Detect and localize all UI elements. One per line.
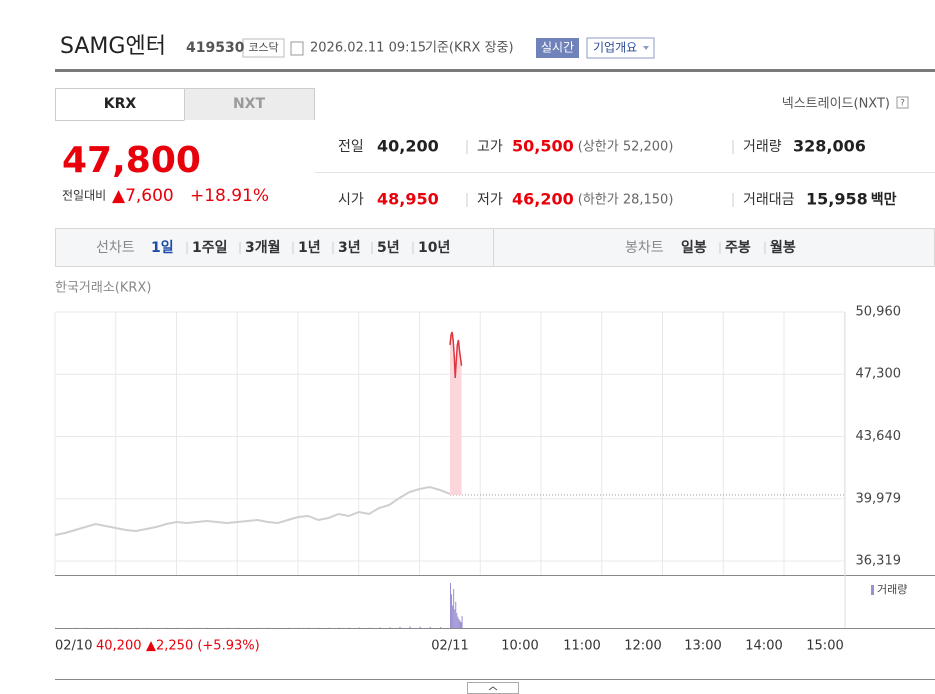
market-badge: 코스닥 — [248, 41, 278, 54]
help-box[interactable] — [896, 96, 909, 109]
x-tick-label: 14:00 — [745, 639, 782, 654]
x-tick-label: 13:00 — [684, 639, 721, 654]
period-item[interactable]: 3년 — [338, 240, 361, 256]
change-label: 전일대비 — [62, 189, 106, 203]
price: 47,800 — [62, 140, 201, 181]
today-line — [449, 331, 463, 379]
volume-bar — [409, 626, 411, 628]
stat-value: 40,200 — [377, 137, 439, 156]
datetime: 2026.02.11 09:15 — [310, 41, 426, 56]
volume-bar — [458, 619, 460, 628]
x-tick-label: 02/10 — [55, 639, 92, 654]
change-pct: +18.91% — [190, 186, 269, 206]
candle-item[interactable]: 일봉 — [681, 240, 707, 256]
basis: 기준(KRX 장중) — [425, 41, 514, 56]
change: ▲7,600 — [112, 186, 174, 206]
help[interactable]: ? — [900, 99, 905, 109]
period-item[interactable]: 10년 — [418, 240, 450, 256]
nxt-link[interactable]: 넥스트레이드(NXT) — [782, 97, 890, 112]
y-tick-label: 43,640 — [856, 429, 902, 444]
stat-label: 저가 — [477, 192, 503, 208]
x-tick-label: 15:00 — [806, 639, 843, 654]
volume-bar — [460, 622, 462, 628]
volume-legend-swatch — [871, 585, 874, 595]
y-tick-label: 47,300 — [856, 367, 902, 382]
calendar-icon — [290, 41, 304, 56]
stat-note: (하한가 28,150) — [578, 193, 674, 208]
stat-value: 48,950 — [377, 190, 439, 209]
stat-value: 328,006 — [793, 137, 866, 156]
dropdown-arrow — [643, 46, 649, 50]
stat-label: 거래대금 — [743, 192, 795, 208]
volume-bar — [379, 627, 381, 628]
volume-bar — [399, 626, 401, 628]
period-label: 선차트 — [96, 240, 135, 256]
period-item[interactable]: 1주일 — [192, 240, 228, 256]
period-item[interactable]: 3개월 — [245, 239, 281, 256]
reference-label: 40,200 — [96, 639, 142, 654]
stat-value: 46,200 — [512, 190, 574, 209]
today-area — [450, 332, 462, 495]
volume-bar — [456, 613, 458, 628]
volume-legend: 거래량 — [877, 583, 907, 596]
stat-label: 고가 — [477, 139, 503, 155]
volume-bar — [429, 626, 431, 628]
stat-label: 시가 — [338, 192, 364, 208]
candle-item[interactable]: 주봉 — [725, 240, 751, 256]
candle-label: 봉차트 — [625, 240, 664, 256]
volume-bar — [451, 594, 453, 628]
stat-label: 거래량 — [743, 139, 782, 155]
company-button[interactable]: 기업개요 — [593, 41, 637, 55]
volume-bar — [439, 627, 442, 628]
y-tick-label: 36,319 — [856, 554, 902, 569]
volume-bar — [454, 609, 456, 628]
stat-value: 50,500 — [512, 137, 574, 156]
x-tick-label: 12:00 — [624, 639, 661, 654]
y-tick-label: 39,979 — [856, 491, 902, 506]
realtime-button[interactable]: 실시간 — [541, 41, 574, 55]
volume-bar — [450, 583, 451, 628]
collapse-button[interactable] — [467, 682, 519, 694]
reference-change: ▲2,250 (+5.93%) — [146, 639, 260, 654]
stat-unit: 백만 — [871, 192, 897, 208]
realtime-button-bg[interactable] — [536, 38, 579, 58]
market-badge — [242, 38, 285, 58]
volume-bar — [457, 616, 459, 628]
volume-bar — [389, 627, 391, 628]
period-item[interactable]: 1년 — [298, 240, 321, 256]
header-rule — [55, 69, 935, 72]
period-item[interactable]: 5년 — [377, 240, 400, 256]
x-tick-label: 02/11 — [431, 639, 468, 654]
volume-bar — [459, 620, 461, 628]
y-tick-label: 50,960 — [856, 305, 902, 320]
x-tick-label: 10:00 — [501, 639, 538, 654]
candle-item[interactable]: 월봉 — [770, 239, 796, 256]
collapse-arrow — [488, 686, 498, 691]
stat-note: (상한가 52,200) — [578, 140, 674, 155]
previous-line — [54, 485, 451, 536]
stat-label: 전일 — [338, 139, 364, 155]
x-tick-label: 11:00 — [563, 639, 600, 654]
volume-bar — [452, 605, 454, 628]
company-button-bg[interactable] — [586, 37, 655, 59]
volume-bar — [461, 616, 463, 628]
stock-name: SAMG엔터 — [60, 34, 166, 59]
tab[interactable]: KRX — [104, 96, 137, 112]
stat-value: 15,958 — [806, 190, 868, 209]
volume-bar — [455, 601, 457, 628]
tab[interactable]: NXT — [233, 96, 266, 112]
volume-bar — [453, 589, 455, 628]
tab-nxt-bg[interactable] — [184, 88, 315, 121]
chart-title: 한국거래소(KRX) — [55, 281, 151, 296]
stock-code: 419530 — [186, 40, 245, 56]
period-item[interactable]: 1일 — [151, 240, 174, 256]
tab-krx-bg[interactable] — [55, 88, 185, 121]
volume-bar — [419, 626, 421, 628]
